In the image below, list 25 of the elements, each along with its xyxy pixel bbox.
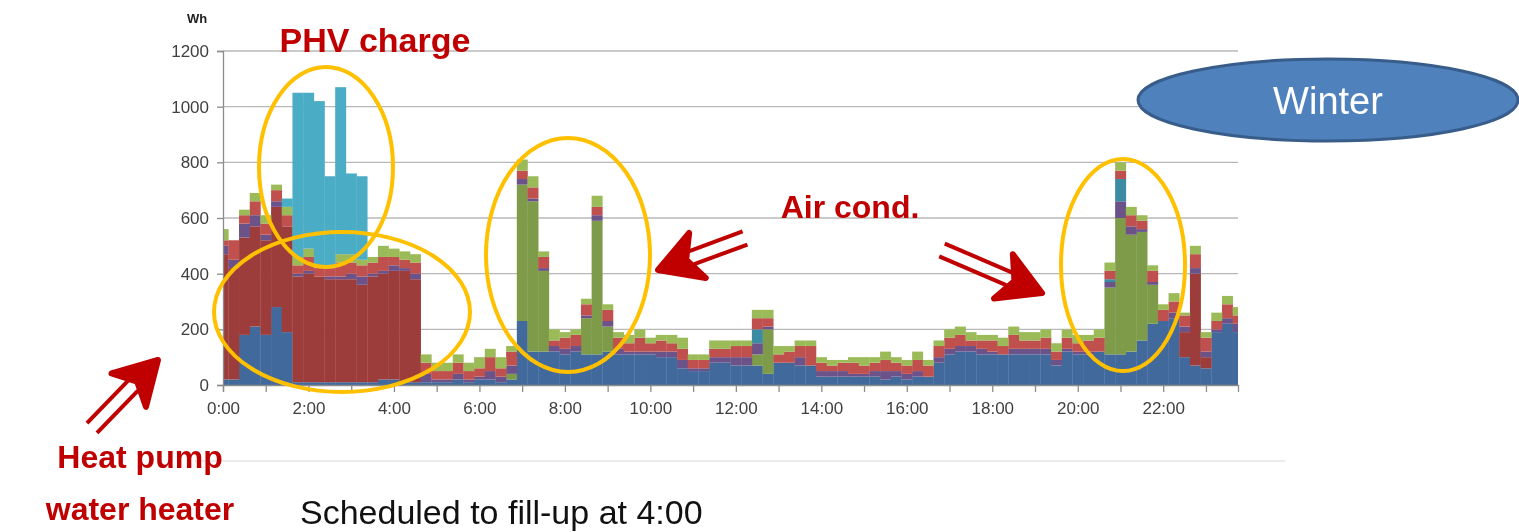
text: Scheduled to fill-up at 4:00	[300, 493, 703, 531]
y-axis-title: Wh	[186, 11, 208, 26]
x-tick-label: 6:00	[463, 399, 497, 419]
text: Heat pump water heater	[44, 439, 235, 527]
x-tick-label: 20:00	[1056, 399, 1100, 419]
x-tick-label: 4:00	[377, 399, 411, 419]
y-tick-label: 200	[180, 320, 209, 340]
x-tick-label: 8:00	[548, 399, 582, 419]
text: Winter	[1273, 80, 1384, 122]
x-tick-label: 16:00	[886, 399, 929, 419]
y-tick-label: 400	[180, 264, 209, 284]
annotation: Air cond.	[780, 189, 920, 225]
x-tick-label: 12:00	[715, 399, 758, 419]
x-tick-label: 14:00	[800, 399, 844, 419]
x-tick-label: 0:00	[206, 399, 241, 419]
annotation: PHV charge	[279, 21, 471, 59]
y-tick-label: 0	[199, 375, 209, 395]
y-tick-label: 1200	[171, 41, 209, 61]
y-tick-label: 800	[180, 153, 209, 173]
x-tick-label: 10:00	[629, 399, 673, 419]
x-tick-label: 2:00	[292, 399, 326, 419]
y-tick-label: 600	[180, 208, 209, 228]
y-tick-label: 1000	[171, 97, 209, 117]
x-tick-label: 22:00	[1142, 399, 1185, 419]
x-tick-label: 18:00	[971, 399, 1015, 419]
